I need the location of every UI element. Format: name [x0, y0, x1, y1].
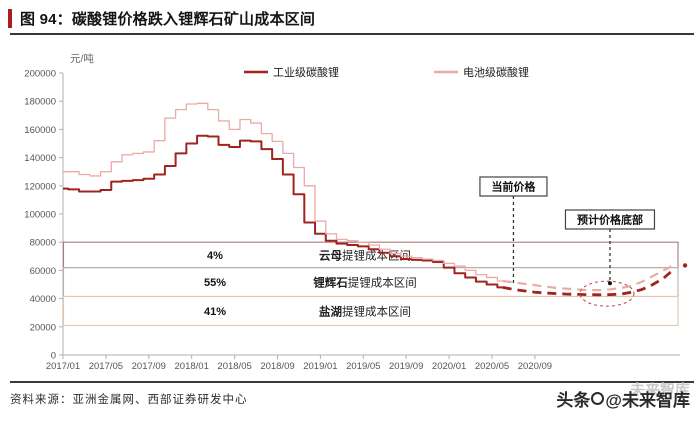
forecast-end-dot: [682, 263, 688, 268]
watermark-left: 头条: [556, 391, 591, 410]
figure-title: 图 94：碳酸锂价格跌入锂辉石矿山成本区间: [20, 11, 316, 28]
y-tick-label: 20000: [30, 322, 56, 333]
forecast-bottom-ellipse: [579, 280, 635, 307]
footer-divider: [10, 381, 694, 383]
x-tick-label: 2020/05: [475, 361, 509, 372]
x-tick-label: 2020/09: [518, 361, 552, 372]
zhiku-logo-icon: [591, 392, 605, 405]
cost-band-label: 盐湖提锂成本区间: [319, 304, 411, 318]
y-tick-label: 160000: [24, 125, 56, 136]
y-tick-label: 180000: [24, 97, 56, 108]
source-note: 资料来源：亚洲金属网、西部证券研发中心: [10, 394, 248, 406]
watermark-right: @未来智库: [605, 391, 690, 410]
x-tick-label: 2018/05: [217, 361, 251, 372]
x-tick-label: 2018/01: [175, 361, 209, 372]
title-accent-bar-icon: [8, 9, 12, 28]
watermark-text: 头条 @未来智库: [556, 386, 690, 411]
x-tick-label: 2017/01: [46, 361, 80, 372]
series-history-line: [63, 102, 503, 282]
x-tick-label: 2019/05: [346, 361, 380, 372]
y-tick-label: 200000: [24, 69, 56, 80]
x-tick-label: 2017/09: [132, 361, 166, 372]
x-tick-label: 2017/05: [89, 361, 123, 372]
series-forecast-line: [502, 263, 675, 292]
watermark: 未来智库 头条 @未来智库: [556, 382, 690, 411]
series-forecast-line: [502, 267, 676, 297]
x-tick-label: 2019/09: [389, 361, 423, 372]
cost-band-share: 41%: [204, 306, 226, 318]
figure-header: 图 94：碳酸锂价格跌入锂辉石矿山成本区间: [8, 8, 315, 29]
legend-label: 电池级碳酸锂: [463, 65, 529, 79]
x-tick-label: 2018/09: [260, 361, 294, 372]
watermark-echo: 未来智库: [629, 382, 690, 399]
cost-band-label: 云母提锂成本区间: [319, 248, 411, 262]
y-tick-label: 140000: [24, 153, 56, 164]
y-tick-label: 120000: [24, 181, 56, 192]
x-tick-label: 2019/01: [303, 361, 337, 372]
y-tick-label: 60000: [30, 266, 56, 277]
cost-band: [62, 295, 679, 326]
series-history-line: [63, 134, 503, 289]
y-axis-unit-label: 元/吨: [70, 52, 94, 65]
header-divider: [10, 33, 694, 35]
annotation-label: 当前价格: [491, 180, 536, 194]
cost-band-share: 55%: [204, 277, 226, 289]
annotation-marker-dot: [607, 281, 612, 286]
x-tick-label: 2020/01: [432, 361, 466, 372]
y-tick-label: 80000: [30, 238, 56, 249]
cost-band-share: 4%: [207, 250, 223, 262]
cost-band-label: 锂辉石提锂成本区间: [313, 276, 417, 290]
y-tick-label: 0: [51, 351, 56, 362]
annotation-label: 预计价格底部: [577, 213, 643, 227]
legend-label: 工业级碳酸锂: [273, 65, 339, 79]
y-tick-label: 100000: [24, 210, 56, 221]
y-tick-label: 40000: [30, 294, 56, 305]
